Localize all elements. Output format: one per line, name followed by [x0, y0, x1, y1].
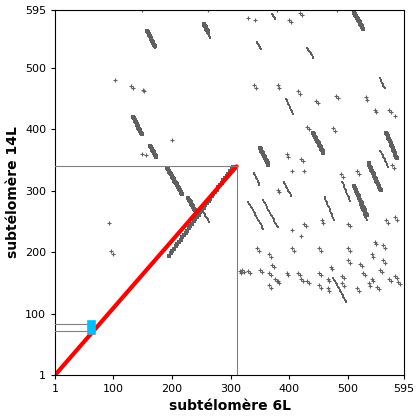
X-axis label: subtélomère 6L: subtélomère 6L	[168, 399, 291, 414]
Y-axis label: subtélomère 14L: subtélomère 14L	[5, 126, 20, 258]
Bar	[88, 321, 95, 334]
